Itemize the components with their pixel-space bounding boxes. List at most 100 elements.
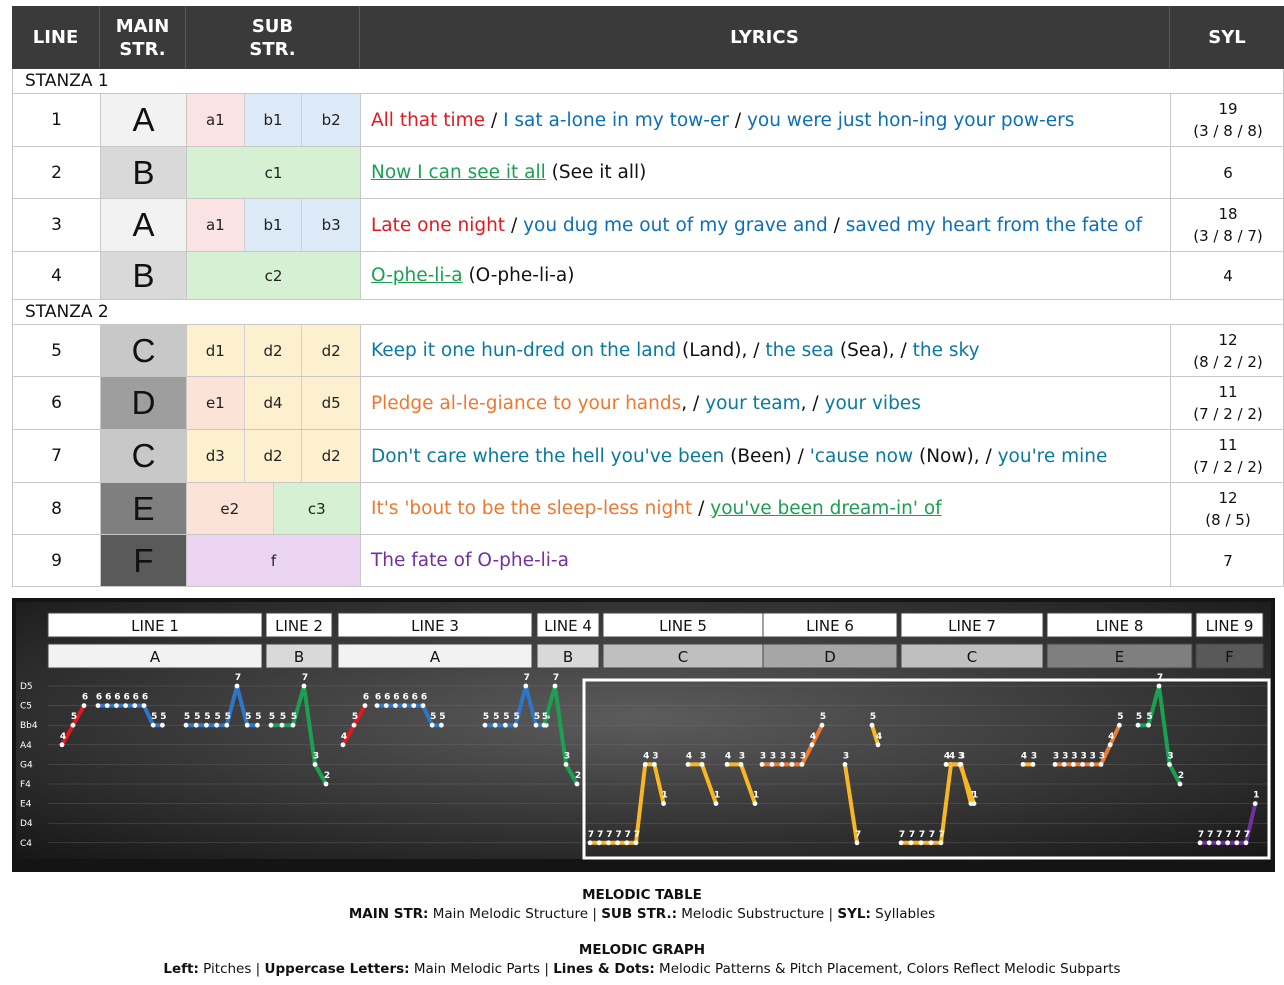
scale-degree-label: 5 <box>214 712 220 722</box>
pitch-dot <box>1080 762 1085 767</box>
lyric-segment: (Been) / <box>724 445 810 467</box>
lyric-segment: It's 'bout to be the sleep-less night <box>371 498 693 519</box>
scale-degree-label: 7 <box>1244 830 1250 840</box>
lyric-segment: / <box>505 214 524 236</box>
stanza-1-label: STANZA 1 <box>12 69 1284 94</box>
part-header-label: E <box>1115 648 1124 666</box>
pitch-dot <box>323 781 329 787</box>
pitch-dot <box>633 840 639 846</box>
pitch-dot <box>1117 722 1122 728</box>
syllable-total: 12 <box>1218 330 1238 349</box>
sub-structure: c1 <box>187 147 361 198</box>
pitch-dot <box>789 762 795 767</box>
pitch-dot <box>1098 762 1104 767</box>
scale-degree-label: 7 <box>625 830 631 840</box>
header-sub-str: SUB STR. <box>186 6 360 69</box>
scale-degree-label: 2 <box>575 771 581 781</box>
syllable-breakdown: (3 / 8 / 7) <box>1193 227 1263 245</box>
syllable-total: 6 <box>1223 163 1233 182</box>
melodic-pattern: 7 7 7 7 7 74 31 <box>587 751 668 846</box>
main-structure: B <box>101 252 187 299</box>
melodic-pattern: 3 3 3 3 3 345 <box>1052 712 1124 767</box>
lyric-segment: / <box>692 498 711 519</box>
lyrics: It's 'bout to be the sleep-less night / … <box>361 483 1171 534</box>
part-header-label: B <box>563 648 573 666</box>
pitch-dot <box>596 840 602 846</box>
sub-part: e1 <box>187 377 245 429</box>
scale-degree-label: 5 <box>245 712 251 722</box>
scale-degree-label: 5 <box>483 712 489 722</box>
pitch-dot <box>279 722 285 728</box>
pitch-dot <box>563 762 569 767</box>
syllable-total: 12 <box>1218 488 1238 507</box>
pattern-line <box>542 684 579 786</box>
line-header-label: LINE 7 <box>948 617 996 635</box>
pitch-dot <box>513 722 518 728</box>
lyric-segment: , / <box>800 392 825 414</box>
pitch-dot <box>752 801 758 806</box>
syllable-total: 11 <box>1218 436 1238 454</box>
lyrics: The fate of O-phe-li-a <box>361 535 1171 586</box>
pitch-label: F4 <box>20 780 31 790</box>
scale-degree-label: 5 <box>352 712 358 722</box>
sub-part: a1 <box>187 94 245 146</box>
line-header-label: LINE 8 <box>1096 617 1144 635</box>
scale-degree-label: 3 <box>958 751 964 761</box>
syllable-breakdown: (8 / 2 / 2) <box>1193 352 1263 371</box>
syllable-breakdown: (7 / 2 / 2) <box>1193 458 1263 476</box>
lyrics: Late one night / you dug me out of my gr… <box>361 199 1171 251</box>
lyrics: Now I can see it all (See it all) <box>361 147 1171 198</box>
scale-degree-label: 7 <box>909 830 915 840</box>
scale-degree-label: 4 <box>949 751 955 761</box>
line-header-label: LINE 9 <box>1206 617 1254 635</box>
pitch-dot <box>362 703 368 708</box>
scale-degree-label: 3 <box>1031 751 1037 761</box>
scale-degree-label: 7 <box>939 830 945 840</box>
lyric-segment: you're mine <box>997 445 1108 467</box>
sub-part: b3 <box>302 199 360 251</box>
pitch-dot <box>1107 742 1113 748</box>
lyric-segment: / <box>728 109 747 131</box>
lyric-segment: Now I can see it all <box>371 162 546 183</box>
pitch-dot <box>312 762 318 767</box>
pitch-dot <box>183 722 189 728</box>
line-header-box <box>900 612 1044 638</box>
pitch-dot <box>374 703 380 708</box>
pitch-dot <box>854 840 860 846</box>
pitch-label: Bb4 <box>20 721 38 731</box>
line-header-box <box>602 612 764 638</box>
scale-degree-label: 5 <box>430 712 436 722</box>
line-number: 8 <box>13 483 101 534</box>
header-main-str: MAIN STR. <box>100 6 186 69</box>
scale-degree-label: 6 <box>142 693 148 703</box>
scale-degree-label: 3 <box>739 751 745 761</box>
pitch-dot <box>869 722 875 728</box>
scale-degree-label: 3 <box>959 751 965 761</box>
pitch-label: G4 <box>20 760 33 770</box>
scale-degree-label: 1 <box>1253 791 1259 801</box>
syllables: 4 <box>1171 252 1284 299</box>
main-structure: E <box>101 483 187 534</box>
scale-degree-label: 4 <box>686 751 692 761</box>
pitch-dot <box>779 762 785 767</box>
melodic-pattern: 4 3 1 <box>724 751 759 806</box>
scale-degree-label: 3 <box>770 751 776 761</box>
scale-degree-label: 7 <box>899 830 905 840</box>
scale-degree-label: 5 <box>225 712 231 722</box>
lyric-segment: you dug me out of my grave and <box>523 214 828 236</box>
pitch-dot <box>439 722 444 728</box>
lyric-segment: Don't care where the hell you've been <box>371 445 725 467</box>
line-number: 1 <box>13 94 101 146</box>
pitch-dot <box>340 742 346 748</box>
lyric-segment: (See it all) <box>545 162 647 183</box>
scale-degree-label: 7 <box>302 673 308 683</box>
scale-degree-label: 3 <box>1167 751 1173 761</box>
sub-part: a1 <box>187 199 245 251</box>
syllable-breakdown: (8 / 5) <box>1205 510 1251 529</box>
scale-degree-label: 7 <box>1207 830 1213 840</box>
lyric-segment: (O-phe-li-a) <box>462 265 575 286</box>
pitch-dot <box>411 703 417 708</box>
lyric-segment: / <box>827 214 846 236</box>
